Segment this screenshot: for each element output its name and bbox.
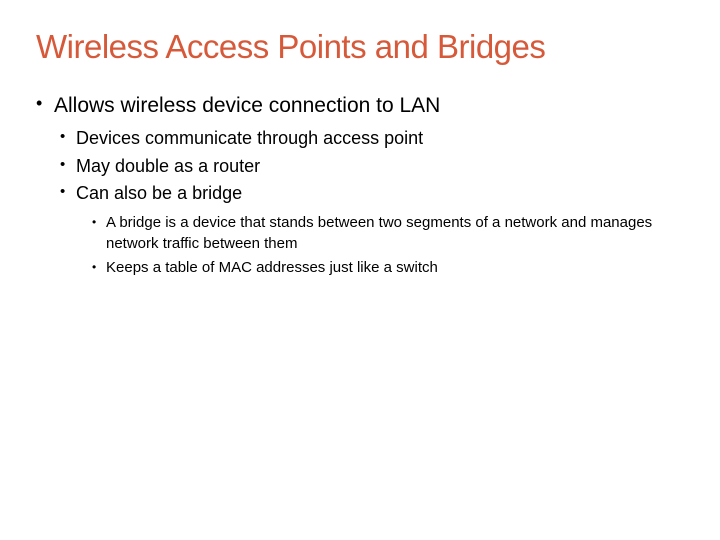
list-item: A bridge is a device that stands between… [92, 213, 684, 254]
bullet-list-level2: Devices communicate through access point… [60, 127, 684, 278]
bullet-text: Allows wireless device connection to LAN [54, 94, 440, 117]
bullet-text: Can also be a bridge [76, 183, 242, 203]
bullet-text: Devices communicate through access point [76, 128, 423, 148]
list-item: Keeps a table of MAC addresses just like… [92, 258, 684, 278]
bullet-text: A bridge is a device that stands between… [106, 214, 652, 251]
list-item: Allows wireless device connection to LAN… [36, 92, 684, 278]
bullet-list-level3: A bridge is a device that stands between… [92, 213, 684, 278]
bullet-text: May double as a router [76, 156, 260, 176]
list-item: Can also be a bridge A bridge is a devic… [60, 182, 684, 278]
slide-title: Wireless Access Points and Bridges [36, 28, 684, 66]
list-item: Devices communicate through access point [60, 127, 684, 150]
bullet-list-level1: Allows wireless device connection to LAN… [36, 92, 684, 278]
list-item: May double as a router [60, 155, 684, 178]
bullet-text: Keeps a table of MAC addresses just like… [106, 259, 438, 276]
